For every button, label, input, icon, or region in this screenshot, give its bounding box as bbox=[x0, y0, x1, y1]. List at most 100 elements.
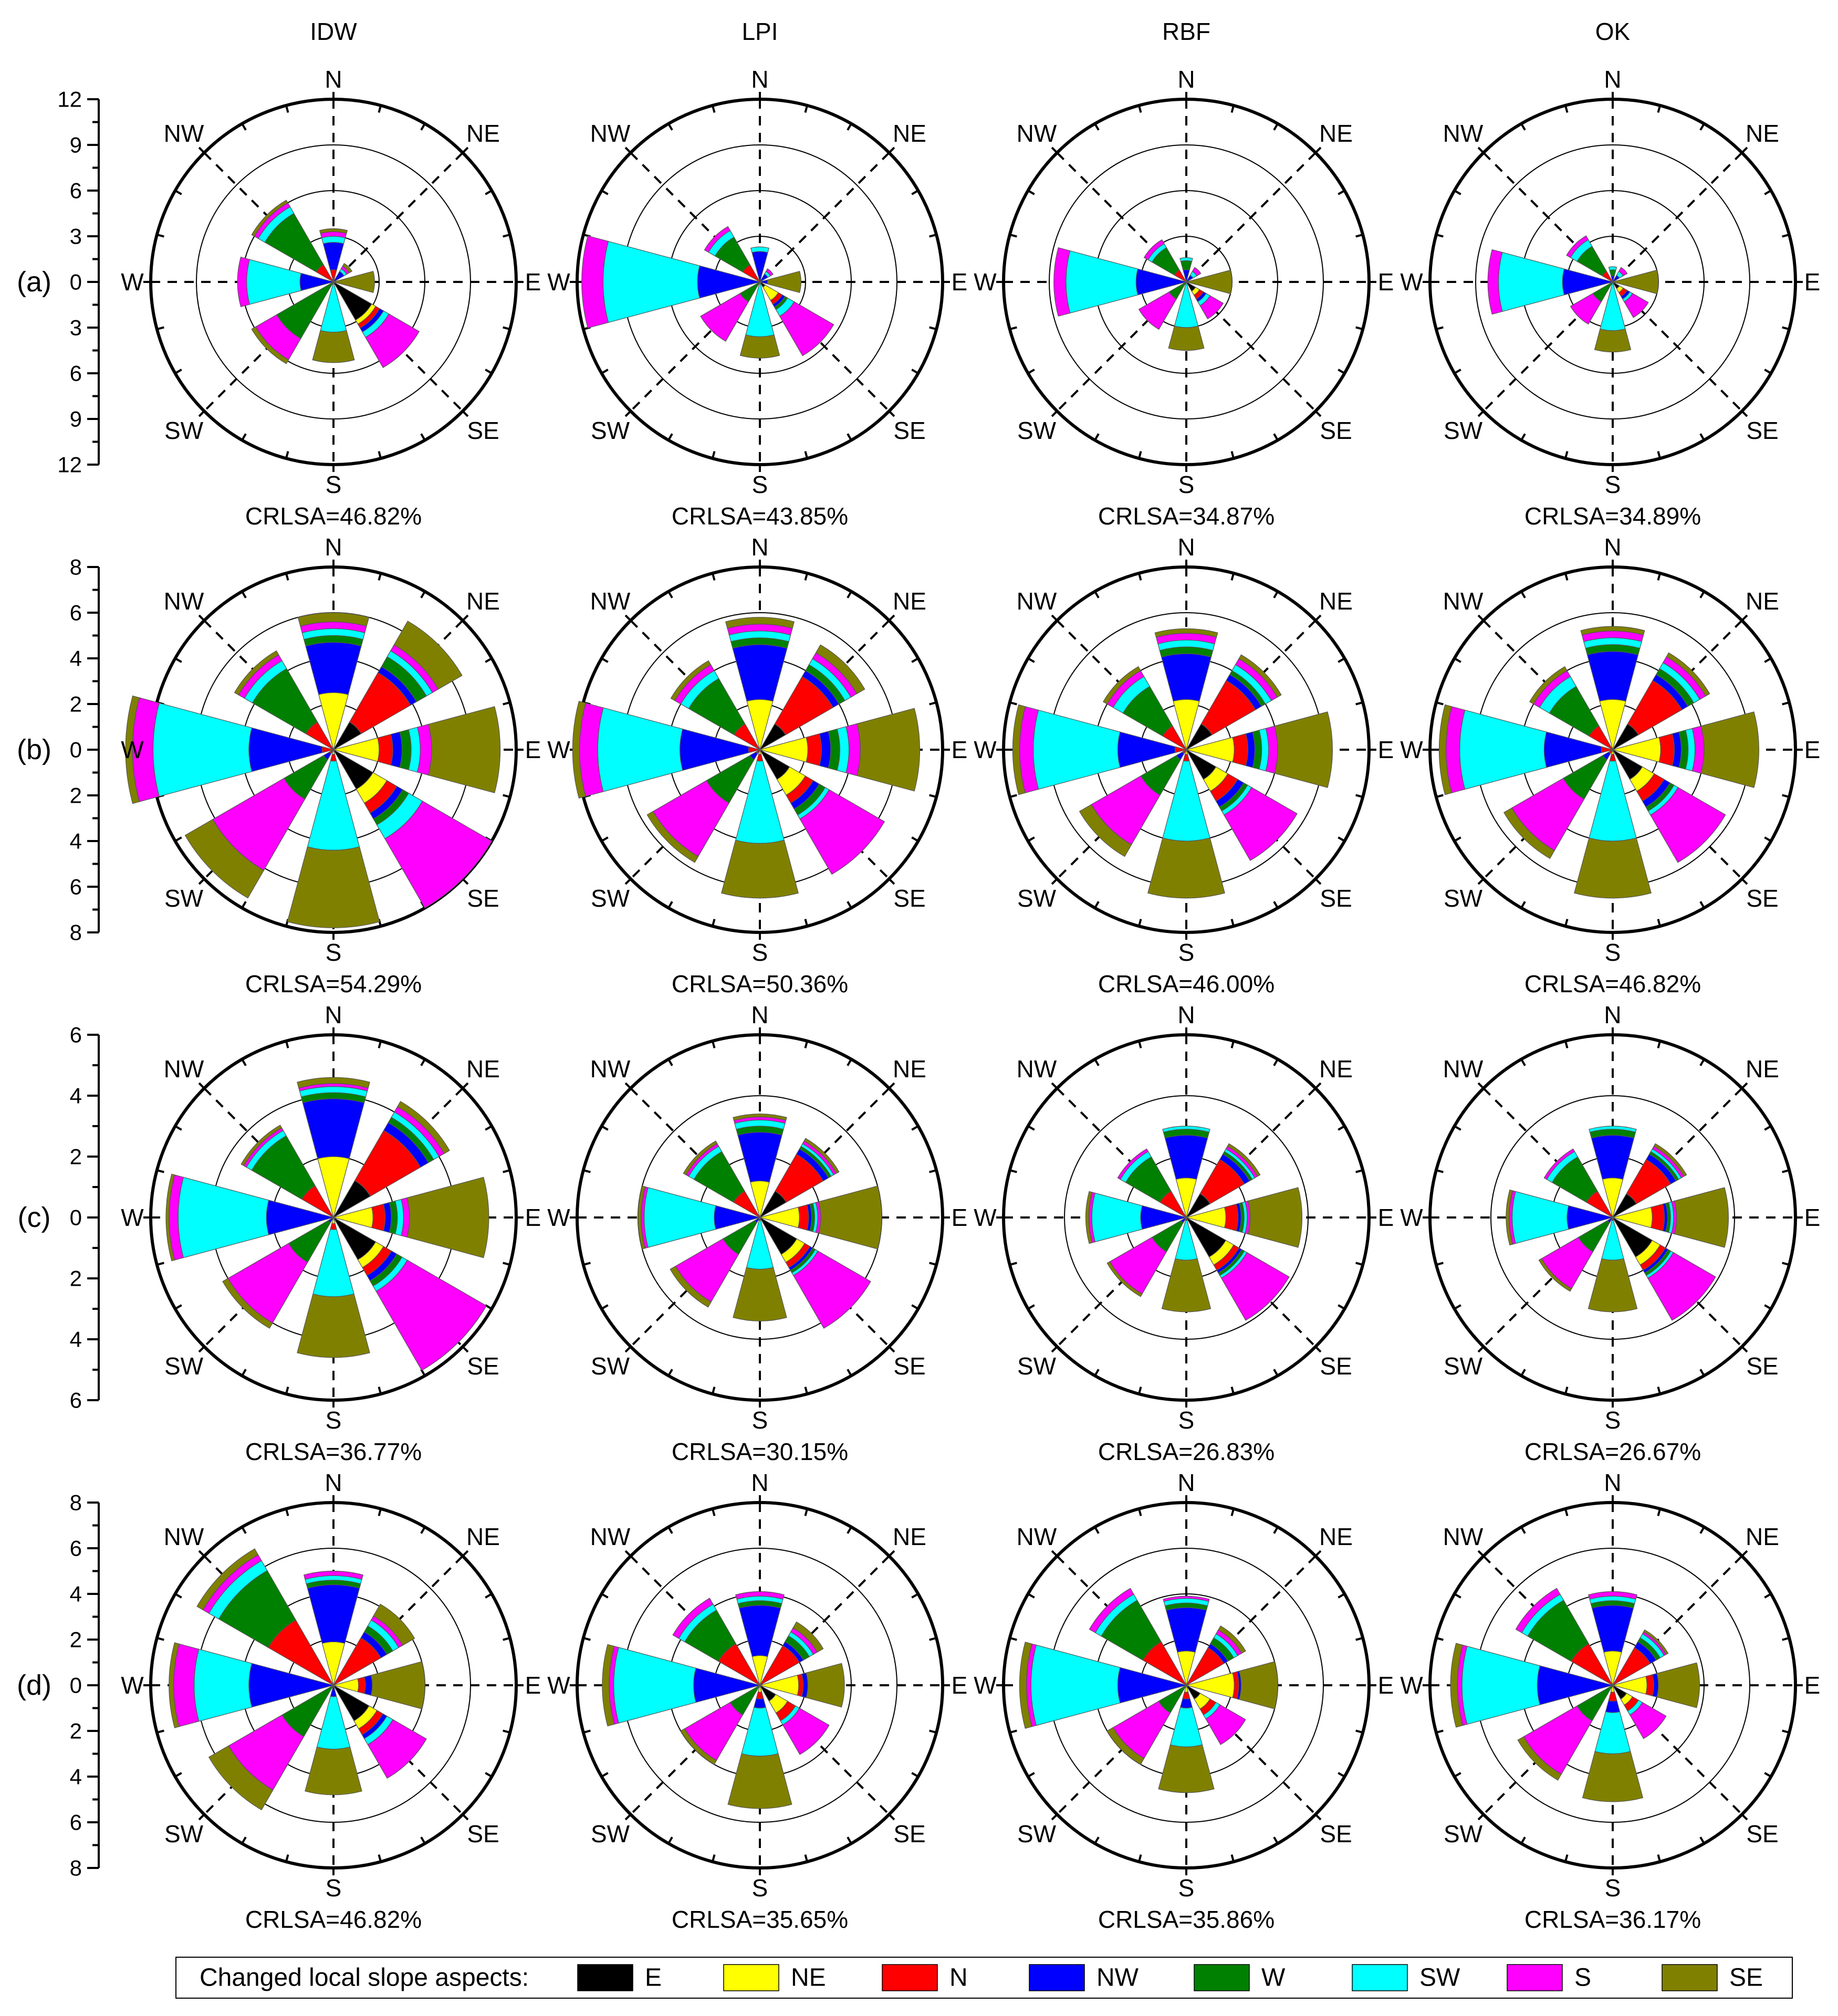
wedge-segment bbox=[1586, 651, 1639, 702]
wedge-segment bbox=[165, 1173, 175, 1262]
direction-axis-line bbox=[1482, 1555, 1743, 1815]
wedge-segment bbox=[1179, 257, 1193, 262]
wedge-segment bbox=[1656, 1662, 1700, 1708]
outer-tick bbox=[1137, 919, 1142, 927]
outer-tick bbox=[462, 1813, 469, 1821]
scale-tick-label: 2 bbox=[70, 1144, 82, 1169]
direction-label-ne: NE bbox=[1319, 587, 1353, 615]
direction-label-sw: SW bbox=[591, 1820, 630, 1847]
outer-tick bbox=[624, 1082, 632, 1089]
outer-tick bbox=[888, 1813, 895, 1821]
wedge-segment bbox=[1147, 837, 1225, 899]
wedge-segment bbox=[1529, 666, 1568, 705]
wedge-segment bbox=[1461, 1645, 1541, 1725]
outer-tick bbox=[1764, 190, 1772, 195]
outer-tick bbox=[1782, 1636, 1790, 1641]
wedge-segment bbox=[364, 1675, 373, 1696]
outer-tick bbox=[1454, 1593, 1461, 1599]
outer-tick bbox=[1564, 573, 1569, 581]
outer-tick bbox=[420, 1058, 426, 1066]
outer-tick bbox=[1454, 1772, 1461, 1778]
direction-label-w: W bbox=[547, 1204, 570, 1231]
wedge-segment bbox=[152, 702, 253, 797]
legend-swatch-sw bbox=[1352, 1964, 1408, 1991]
wedge-segment bbox=[1674, 1187, 1729, 1248]
outer-tick bbox=[847, 1369, 852, 1377]
outer-tick bbox=[174, 369, 182, 374]
direction-label-ne: NE bbox=[466, 120, 500, 147]
direction-label-s: S bbox=[1605, 471, 1621, 498]
direction-label-s: S bbox=[752, 1874, 768, 1902]
direction-label-se: SE bbox=[1746, 885, 1778, 912]
outer-tick bbox=[601, 190, 609, 195]
outer-tick bbox=[601, 369, 609, 374]
wedge-segment bbox=[756, 1691, 764, 1699]
outer-tick bbox=[847, 433, 852, 441]
wedge-segment bbox=[733, 1267, 787, 1321]
direction-label-e: E bbox=[1804, 268, 1821, 296]
direction-label-nw: NW bbox=[590, 1523, 631, 1550]
wedge-segment bbox=[1594, 1711, 1631, 1755]
direction-label-w: W bbox=[1400, 1204, 1423, 1231]
outer-tick bbox=[624, 878, 632, 885]
outer-tick bbox=[420, 1526, 426, 1534]
wedge-segment bbox=[1608, 1691, 1617, 1702]
outer-tick bbox=[911, 1304, 919, 1310]
outer-tick bbox=[888, 878, 895, 885]
wedge-segment bbox=[1163, 1595, 1210, 1602]
outer-tick bbox=[1520, 123, 1526, 131]
direction-label-s: S bbox=[1178, 1874, 1195, 1902]
outer-tick bbox=[1009, 794, 1017, 799]
wedge-segment bbox=[297, 1293, 370, 1358]
wedge-segment bbox=[727, 1753, 792, 1809]
wedge-segment bbox=[194, 1648, 253, 1722]
outer-tick bbox=[1764, 1125, 1772, 1131]
outer-tick bbox=[1436, 233, 1444, 238]
scale-tick-label: 0 bbox=[70, 270, 82, 295]
direction-label-w: W bbox=[1400, 1672, 1423, 1699]
outer-tick bbox=[485, 1772, 493, 1778]
outer-tick bbox=[1094, 1369, 1100, 1377]
wedge-segment bbox=[581, 235, 609, 329]
outer-tick bbox=[667, 1526, 673, 1534]
outer-tick bbox=[1477, 410, 1485, 417]
outer-tick bbox=[583, 1636, 591, 1641]
outer-tick bbox=[911, 1772, 919, 1778]
outer-tick bbox=[624, 614, 632, 622]
legend-label-se: SE bbox=[1729, 1964, 1763, 1992]
outer-tick bbox=[1273, 901, 1279, 909]
wedge-segment bbox=[1666, 652, 1710, 697]
outer-tick bbox=[1764, 1593, 1772, 1599]
outer-tick bbox=[667, 1836, 673, 1844]
outer-tick bbox=[1094, 433, 1100, 441]
outer-tick bbox=[156, 233, 164, 238]
outer-tick bbox=[624, 410, 632, 417]
direction-label-ne: NE bbox=[466, 587, 500, 615]
wedge-segment bbox=[312, 330, 355, 363]
scale-tick-label: 12 bbox=[57, 87, 82, 112]
crlsa-label: CRLSA=46.00% bbox=[1098, 970, 1275, 998]
outer-tick bbox=[1009, 1262, 1017, 1266]
outer-tick bbox=[804, 573, 809, 581]
legend-swatch-ne bbox=[723, 1964, 779, 1991]
outer-tick bbox=[1657, 1854, 1662, 1862]
wedge-segment bbox=[792, 1250, 871, 1329]
outer-tick bbox=[667, 901, 673, 909]
outer-tick bbox=[804, 1041, 809, 1048]
outer-tick bbox=[1355, 326, 1363, 331]
outer-tick bbox=[1338, 836, 1345, 842]
outer-tick bbox=[1564, 1508, 1569, 1516]
outer-tick bbox=[1314, 1550, 1322, 1557]
crlsa-label: CRLSA=50.36% bbox=[672, 970, 848, 998]
direction-label-w: W bbox=[547, 736, 570, 763]
direction-label-n: N bbox=[1604, 66, 1621, 93]
outer-tick bbox=[1454, 1304, 1461, 1310]
outer-tick bbox=[378, 1854, 382, 1862]
outer-tick bbox=[1520, 591, 1526, 598]
scale-tick-label: 2 bbox=[70, 783, 82, 808]
outer-tick bbox=[1094, 901, 1100, 909]
